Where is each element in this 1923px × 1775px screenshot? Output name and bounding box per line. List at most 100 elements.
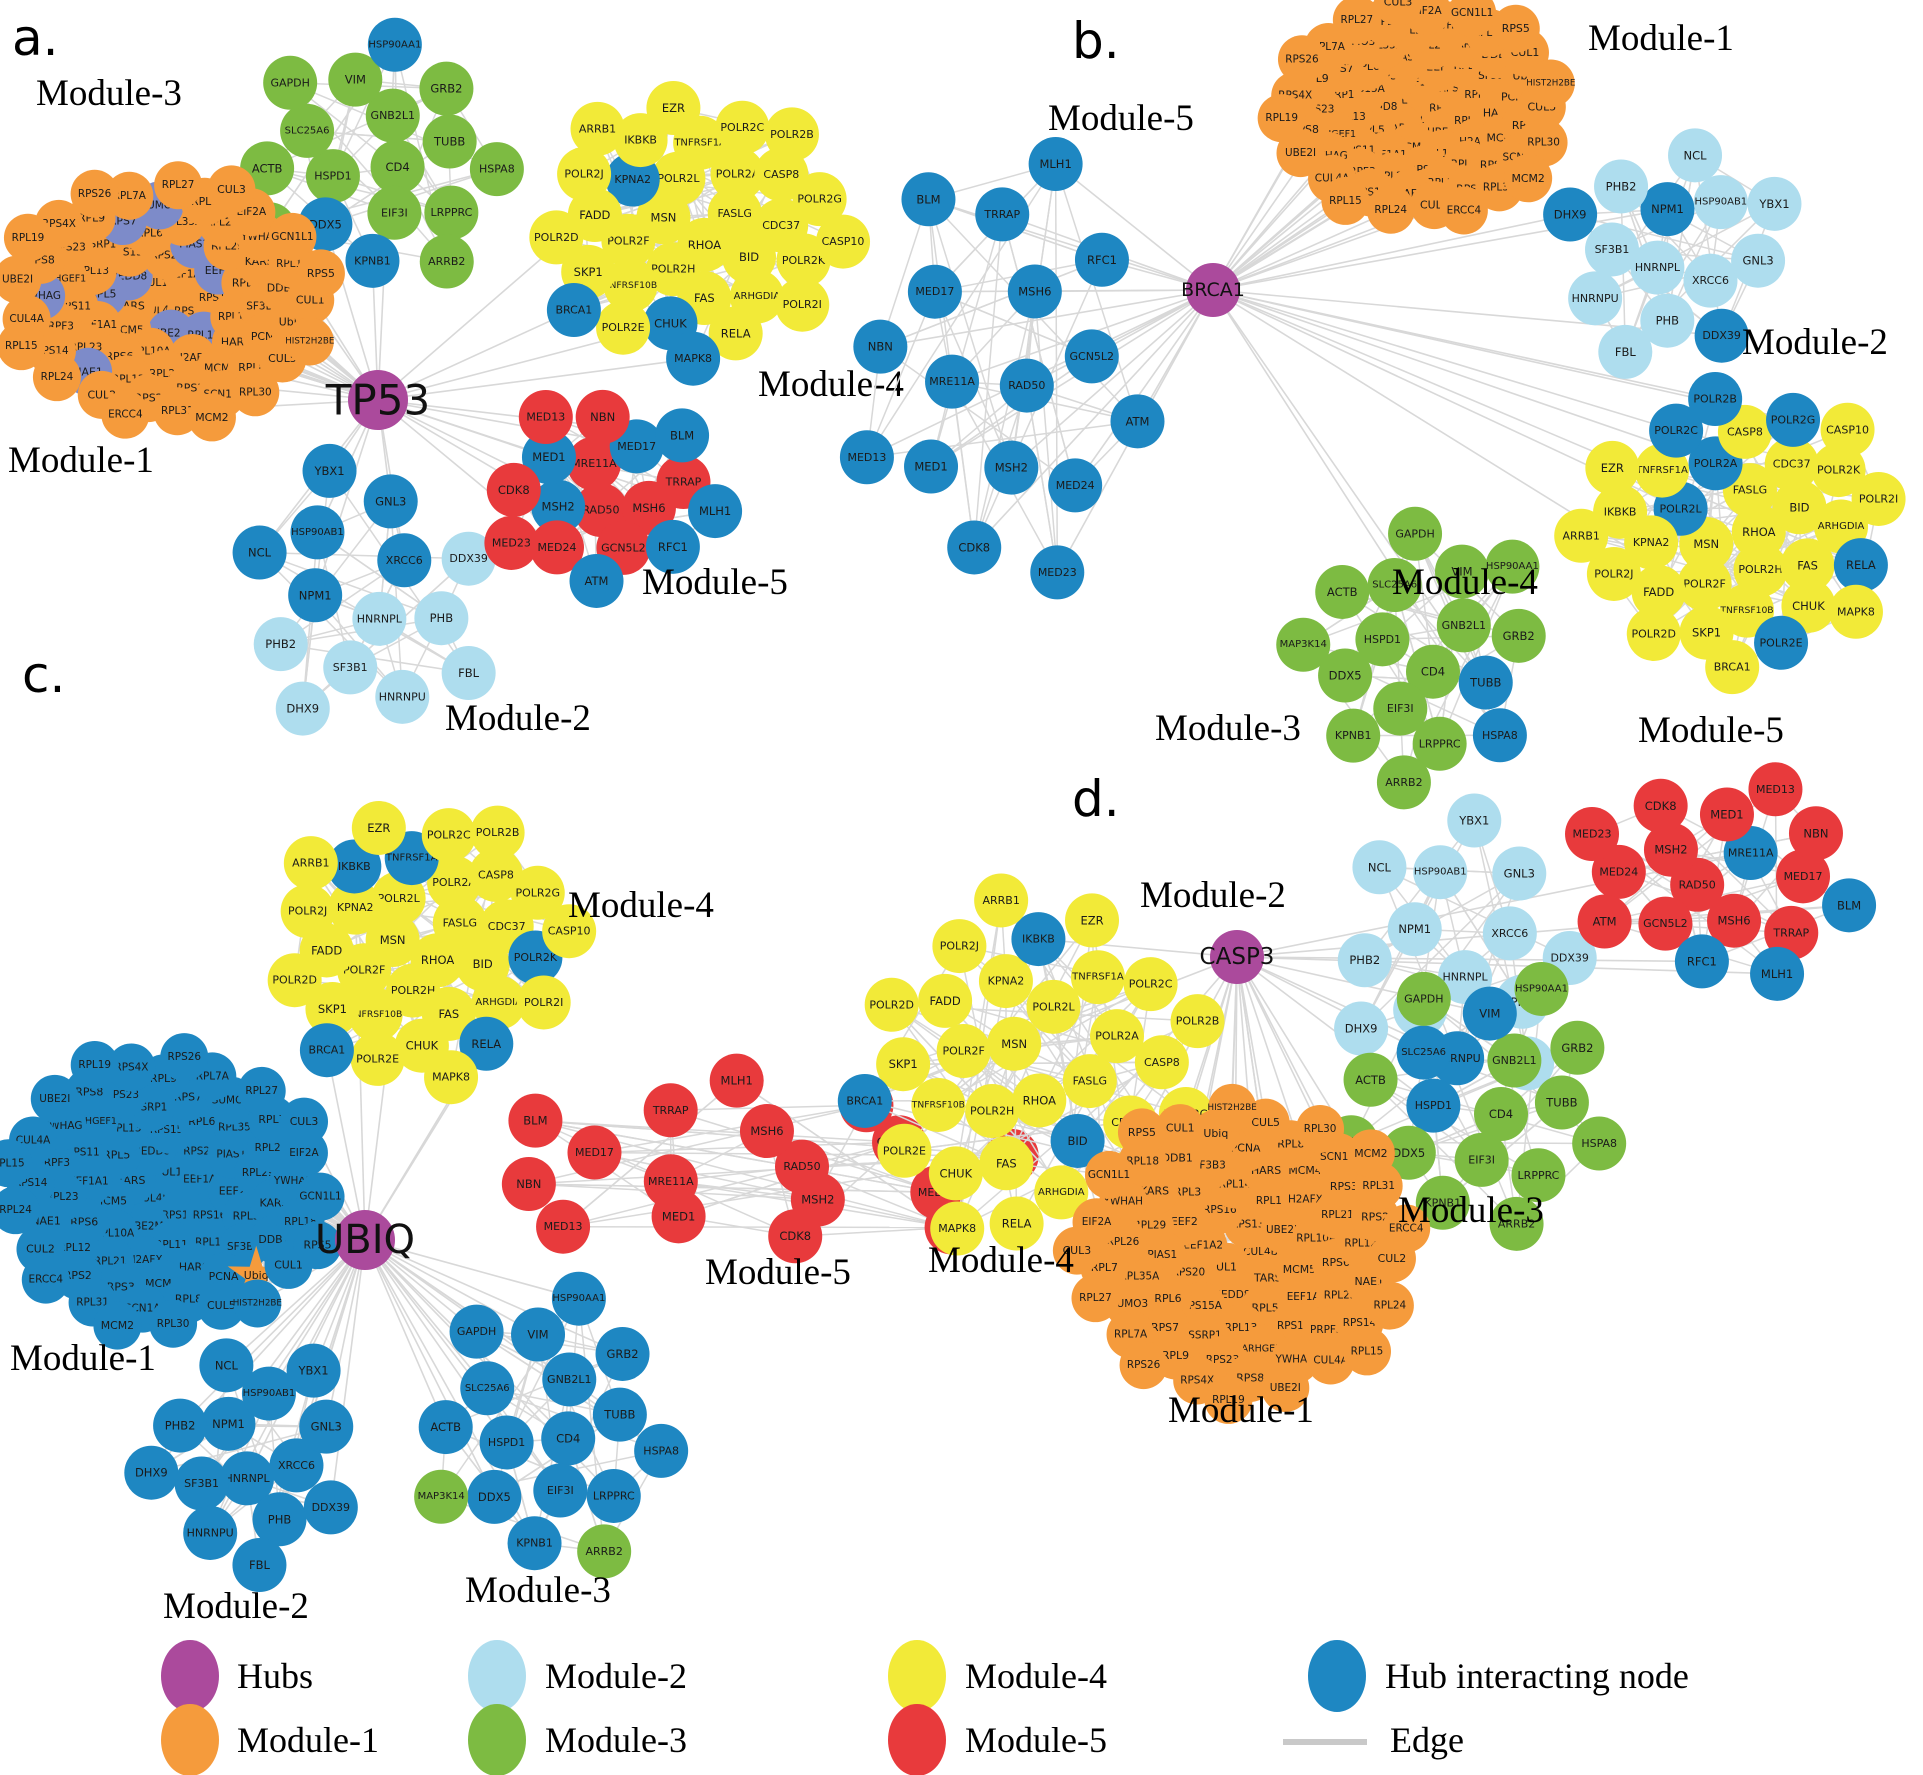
node-label: GCN1L1 (1088, 1169, 1130, 1181)
module-label-module-3: Module-3 (465, 1570, 611, 1611)
node-label: TNFRSF1A (1071, 972, 1124, 983)
node-cd4 (541, 1411, 596, 1466)
node-rpl24 (0, 1186, 40, 1235)
node-cul5 (197, 1281, 246, 1330)
node-label: RPS14 (1343, 1317, 1377, 1329)
node-gapdh (263, 55, 318, 110)
node-label: CHUK (654, 316, 687, 330)
node-casp8 (468, 847, 523, 902)
node-label: SF3B1 (184, 1477, 219, 1490)
node-label: HSP90AB1 (1414, 867, 1467, 878)
node-eif3i (533, 1463, 588, 1518)
node-slc25a6 (1367, 558, 1422, 613)
node-label: KPNB1 (1424, 1196, 1461, 1209)
node-ube2i (30, 1074, 79, 1123)
node-gapdh (1396, 971, 1451, 1026)
node-label: TRRAP (652, 1104, 689, 1117)
node-label: MED1 (532, 450, 565, 464)
node-hsp90aa1 (1485, 539, 1540, 594)
node-label: CUL1 (1166, 1122, 1195, 1135)
node-label: RPL5 (1252, 1301, 1279, 1314)
node-faslg (1062, 1054, 1117, 1109)
node-label: HNRNPL (1442, 971, 1488, 984)
node-med13 (536, 1199, 591, 1254)
node-polr2b (764, 107, 819, 162)
node-label: KPNA2 (337, 901, 374, 914)
node-label: HSP90AB1 (1694, 197, 1747, 208)
node-label: CDC37 (1773, 458, 1811, 471)
node-label: NBN (868, 340, 893, 354)
node-mlh1 (1750, 946, 1805, 1001)
node-label: RHOA (1023, 1093, 1056, 1107)
node-label: RPS26 (1127, 1359, 1160, 1371)
node-label: RPL15 (1329, 195, 1362, 207)
node-vim (511, 1307, 566, 1362)
node-label: YBX1 (298, 1364, 329, 1378)
node-label: POLR2G (797, 193, 842, 206)
node-slc25a6 (1396, 1025, 1451, 1080)
node-label: RPL27 (1341, 14, 1374, 26)
node-cdk8 (486, 462, 541, 517)
node-label: MAPK8 (938, 1222, 976, 1235)
module-label-module-5: Module-5 (1638, 710, 1784, 751)
module-label-module-3: Module-3 (1398, 1190, 1544, 1231)
node-label: MED17 (1784, 870, 1823, 883)
node-label: RPL24 (1374, 1300, 1407, 1312)
node-ddx39 (1694, 308, 1749, 363)
node-label: POLR2A (1095, 1030, 1139, 1043)
node-label: MSN (1001, 1037, 1027, 1051)
node-label: POLR2J (288, 905, 327, 918)
node-label: RPS11 (1277, 1320, 1310, 1332)
node-rpl19 (3, 213, 52, 262)
node-label: CUL5 (207, 1299, 236, 1312)
node-phb (1640, 293, 1695, 348)
node-label: POLR2L (657, 172, 700, 185)
node-hnrnpl (1630, 240, 1685, 295)
node-label: POLR2B (770, 128, 814, 141)
node-label: POLR2D (869, 998, 914, 1011)
node-med1 (521, 430, 576, 485)
node-label: ARHGEF1 (41, 274, 86, 285)
node-label: PHB2 (165, 1419, 196, 1433)
node-hsp90ab1 (1693, 175, 1748, 230)
node-label: MCM2 (101, 1319, 134, 1332)
node-label: BRCA1 (308, 1044, 345, 1057)
node-label: POLR2H (391, 984, 435, 997)
node-label: IKBKB (624, 134, 657, 147)
node-label: RPL19 (1212, 1394, 1245, 1406)
node-polr2i (516, 975, 571, 1030)
node-label: POLR2J (1594, 567, 1633, 580)
node-label: RHOA (688, 238, 721, 252)
node-blm (1822, 878, 1877, 933)
module-label-module-1: Module-1 (8, 440, 154, 481)
node-label: GCN1L1 (271, 231, 313, 243)
node-label: RHOA (1742, 525, 1775, 539)
node-cul3 (280, 1097, 329, 1146)
node-label: CUL3 (1063, 1244, 1092, 1257)
node-med17 (567, 1125, 622, 1180)
node-label: CASP8 (1727, 425, 1763, 438)
node-label: RPS4X (42, 218, 76, 230)
node-arrb2 (1489, 1196, 1544, 1251)
node-rpl24 (32, 353, 81, 402)
hub-node-casp3 (1210, 930, 1264, 984)
node-label: SKP1 (318, 1002, 347, 1016)
node-label: IKBKB (1022, 933, 1055, 946)
node-label: MSN (651, 210, 677, 224)
node-faslg (707, 186, 762, 241)
node-label: BLM (523, 1114, 547, 1128)
module-label-module-5: Module-5 (705, 1252, 851, 1293)
node-label: DHX9 (135, 1466, 168, 1480)
node-label: TRRAP (983, 208, 1020, 221)
legend-swatch-hub-interacting-node (1308, 1640, 1366, 1712)
legend-swatch-module-2 (468, 1640, 526, 1712)
node-hsp90aa1 (1514, 961, 1569, 1016)
node-label: POLR2D (1631, 627, 1676, 640)
node-label: EZR (367, 821, 390, 835)
node-label: PHB (268, 1512, 292, 1526)
node-label: POLR2K (1817, 464, 1861, 477)
node-label: PHB2 (1349, 953, 1380, 967)
node-casp10 (542, 904, 597, 959)
node-label: POLR2F (1683, 578, 1725, 591)
